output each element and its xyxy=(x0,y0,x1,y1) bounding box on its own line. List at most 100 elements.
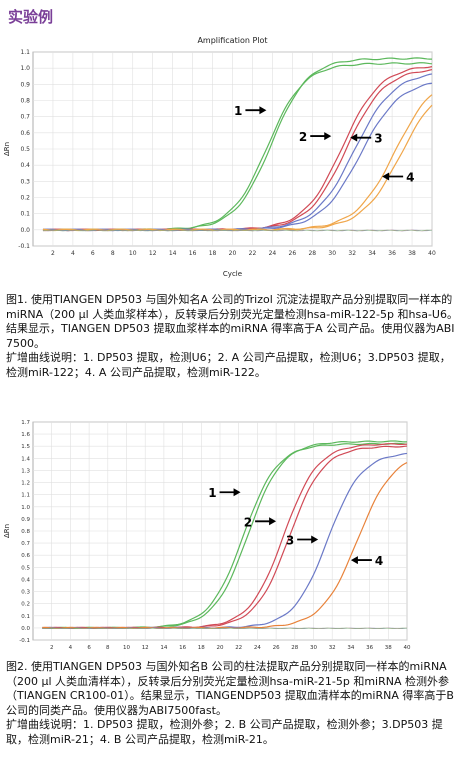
x-tick-label: 40 xyxy=(404,645,411,651)
x-tick-label: 26 xyxy=(289,250,297,257)
x-tick-label: 38 xyxy=(408,250,416,257)
annotation-number: 4 xyxy=(406,170,414,184)
x-tick-label: 4 xyxy=(71,250,75,257)
curve-annotation-4: 4 xyxy=(382,170,414,184)
x-tick-label: 32 xyxy=(329,645,336,651)
annotation-arrowhead xyxy=(311,535,319,544)
x-tick-label: 14 xyxy=(169,250,177,257)
x-tick-label: 30 xyxy=(328,250,336,257)
x-tick-label: 10 xyxy=(129,250,137,257)
y-tick-label: 0.1 xyxy=(20,211,30,218)
y-tick-label: 1.6 xyxy=(21,432,30,438)
baseline-trace xyxy=(42,229,433,232)
y-tick-label: 0.4 xyxy=(21,577,30,583)
annotation-arrowhead xyxy=(233,488,241,497)
y-tick-label: 0.6 xyxy=(20,130,30,137)
y-tick-label: 1.7 xyxy=(21,420,30,426)
chart-title: Amplification Plot xyxy=(197,36,267,45)
x-tick-label: 14 xyxy=(160,645,167,651)
x-tick-label: 36 xyxy=(366,645,373,651)
x-tick-label: 8 xyxy=(106,645,110,651)
y-tick-label: 0.9 xyxy=(21,517,30,523)
curve-annotation-2: 2 xyxy=(299,130,332,144)
figure-2-caption: 图2. 使用TIANGEN DP503 与国外知名B 公司的柱法提取产品分别提取… xyxy=(6,660,458,747)
y-tick-label: 0.8 xyxy=(20,98,30,105)
baseline-trace xyxy=(42,627,408,630)
amplification-plot-2: -0.1 0.0 0.1 0.2 0.3 0.4 0.5 0.6 0.7 0.8 0.9 1.0 1.1… xyxy=(3,420,411,651)
figure-1-curve-legend: 扩增曲线说明：1. DP503 提取，检测U6；2. A 公司产品提取，检测U6… xyxy=(6,351,451,379)
x-tick-label: 38 xyxy=(385,645,392,651)
y-tick-label: -0.1 xyxy=(19,638,30,644)
annotation-number: 3 xyxy=(374,132,382,146)
figure-2-caption-text: 图2. 使用TIANGEN DP503 与国外知名B 公司的柱法提取产品分别提取… xyxy=(6,660,454,717)
x-tick-label: 28 xyxy=(291,645,298,651)
y-tick-label: 0.6 xyxy=(21,553,30,559)
annotation-number: 3 xyxy=(286,533,294,547)
x-tick-label: 22 xyxy=(235,645,242,651)
y-tick-label: 1.0 xyxy=(21,505,30,511)
x-tick-label: 12 xyxy=(142,645,149,651)
curve-annotation-3: 3 xyxy=(286,533,319,547)
y-tick-label: 0.0 xyxy=(20,227,30,234)
curve-annotation-3: 3 xyxy=(350,132,383,146)
annotation-number: 4 xyxy=(375,554,383,568)
y-tick-label: 0.3 xyxy=(20,178,30,185)
y-tick-label: 0.7 xyxy=(20,114,30,121)
y-tick-label: 0.3 xyxy=(21,590,30,596)
x-tick-label: 4 xyxy=(69,645,73,651)
x-tick-label: 16 xyxy=(179,645,186,651)
curve-annotation-1: 1 xyxy=(208,486,241,500)
figure-1-caption: 图1. 使用TIANGEN DP503 与国外知名A 公司的Trizol 沉淀法… xyxy=(6,293,458,380)
annotation-number: 2 xyxy=(244,515,252,529)
annotation-arrowhead xyxy=(269,517,277,526)
y-tick-label: 0.9 xyxy=(20,81,30,88)
x-tick-label: 32 xyxy=(348,250,356,257)
x-tick-label: 34 xyxy=(347,645,354,651)
x-tick-label: 16 xyxy=(189,250,197,257)
x-tick-label: 22 xyxy=(249,250,257,257)
x-tick-label: 6 xyxy=(87,645,91,651)
x-tick-label: 18 xyxy=(209,250,217,257)
x-tick-label: 24 xyxy=(254,645,261,651)
annotation-arrowhead xyxy=(324,132,332,141)
x-tick-label: 18 xyxy=(198,645,205,651)
annotation-number: 2 xyxy=(299,130,307,144)
y-tick-label: 1.3 xyxy=(21,468,30,474)
x-tick-label: 30 xyxy=(310,645,317,651)
x-tick-label: 12 xyxy=(149,250,157,257)
y-tick-label: 1.1 xyxy=(21,493,30,499)
y-tick-label: 0.1 xyxy=(21,614,30,620)
x-tick-label: 20 xyxy=(229,250,237,257)
y-tick-label: 0.2 xyxy=(21,602,30,608)
y-axis-label: ΔRn xyxy=(3,142,11,156)
annotation-number: 1 xyxy=(208,486,216,500)
curve-annotation-1: 1 xyxy=(234,104,267,118)
figure-2-curve-legend: 扩增曲线说明：1. DP503 提取，检测外参；2. B 公司产品提取，检测外参… xyxy=(6,718,443,746)
figure-1-caption-text: 图1. 使用TIANGEN DP503 与国外知名A 公司的Trizol 沉淀法… xyxy=(6,293,458,350)
x-tick-label: 2 xyxy=(51,250,55,257)
curve-annotation-2: 2 xyxy=(244,515,277,529)
y-tick-label: 0.5 xyxy=(20,146,30,153)
x-tick-label: 34 xyxy=(368,250,376,257)
y-tick-label: 0.7 xyxy=(21,541,30,547)
x-tick-label: 10 xyxy=(123,645,130,651)
y-tick-label: -0.1 xyxy=(18,243,30,250)
y-tick-label: 1.4 xyxy=(21,456,30,462)
y-tick-label: 0.2 xyxy=(20,195,30,202)
x-tick-label: 24 xyxy=(269,250,277,257)
x-tick-label: 40 xyxy=(428,250,436,257)
y-tick-label: 1.5 xyxy=(21,444,30,450)
amplification-plot-1: -0.1 0.0 0.1 0.2 0.3 0.4 0.5 0.6 0.7 0.8 0.9 1.0 1.1… xyxy=(3,36,436,278)
x-tick-label: 28 xyxy=(308,250,316,257)
x-tick-label: 8 xyxy=(111,250,115,257)
amplification-curve-4 xyxy=(42,462,408,629)
y-tick-label: 1.2 xyxy=(21,481,30,487)
x-tick-label: 6 xyxy=(91,250,95,257)
y-tick-label: 0.0 xyxy=(21,626,30,632)
y-tick-label: 0.8 xyxy=(21,529,30,535)
y-tick-label: 1.1 xyxy=(20,49,30,56)
annotation-number: 1 xyxy=(234,104,242,118)
y-tick-label: 0.5 xyxy=(21,565,30,571)
x-tick-label: 2 xyxy=(50,645,54,651)
page-heading: 实验例 xyxy=(8,8,54,26)
